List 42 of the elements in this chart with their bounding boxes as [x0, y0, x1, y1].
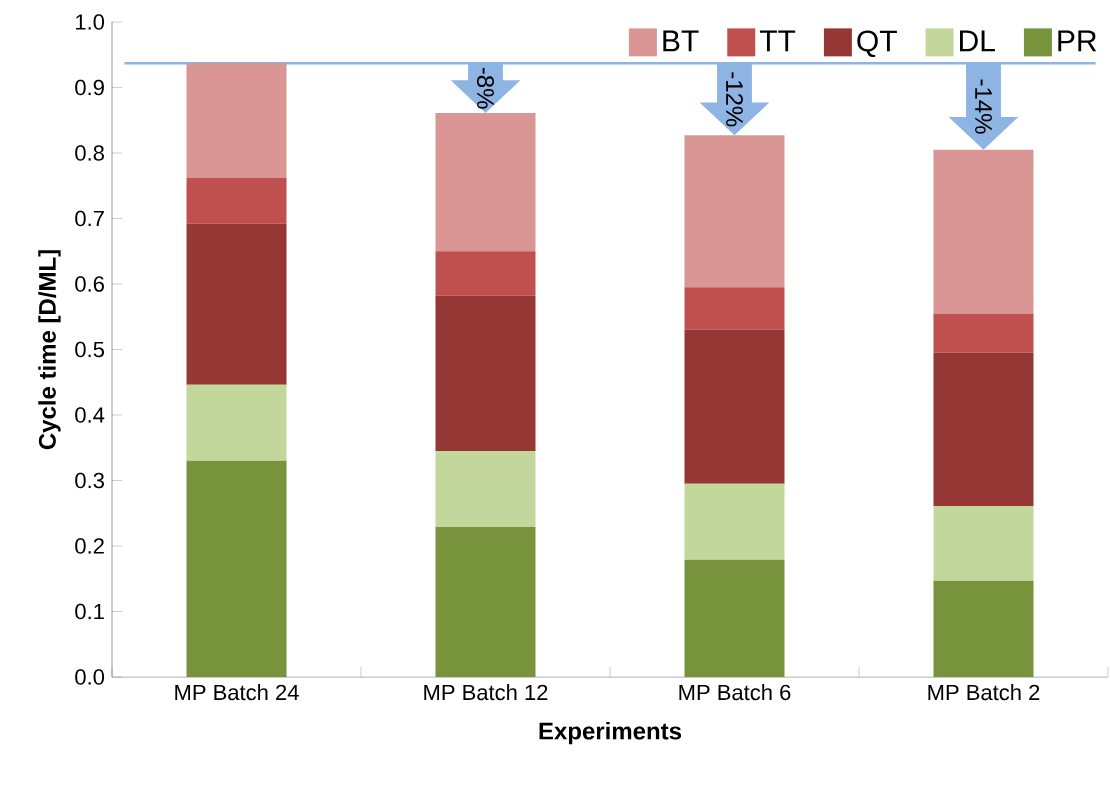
bar: [435, 527, 536, 677]
y-tick-label: 0.9: [75, 79, 104, 96]
bar: [684, 483, 785, 560]
legend-label: TT: [759, 30, 796, 52]
y-tick-label: 0.6: [75, 276, 104, 292]
y-tick-label: 0.0: [75, 669, 105, 685]
bar: [435, 295, 536, 452]
x-axis-title: Experiments: [539, 721, 682, 745]
y-tick-label: 0.8: [75, 145, 104, 161]
bar: [684, 559, 785, 677]
bar: [435, 251, 536, 296]
y-axis-title: Cycle time [D/ML]: [38, 250, 61, 450]
bar: [186, 63, 287, 178]
bar: [186, 223, 287, 385]
annotation: -12%: [726, 72, 743, 127]
bar: [684, 329, 785, 484]
bar: [933, 352, 1034, 507]
bar: [186, 177, 287, 224]
x-tick-label: MP Batch 2: [928, 684, 1040, 701]
bar: [186, 460, 287, 677]
y-tick-label: 0.4: [75, 407, 105, 423]
x-tick-label: MP Batch 6: [679, 684, 791, 701]
bar: [933, 314, 1034, 353]
y-tick-label: 0.3: [75, 472, 104, 489]
y-tick-label: 1.0: [76, 14, 105, 30]
legend-label: PR: [1058, 30, 1097, 52]
bar: [435, 451, 536, 527]
bar: [186, 384, 287, 461]
legend-label: DL: [960, 30, 995, 52]
x-tick-label: MP Batch 12: [424, 684, 548, 701]
y-tick-label: 0.1: [75, 603, 104, 620]
x-tick-label: MP Batch 24: [175, 684, 299, 701]
annotation: -14%: [975, 79, 992, 134]
annotation: -8%: [477, 67, 494, 109]
legend-label: BT: [663, 30, 699, 52]
y-tick-label: 0.2: [75, 538, 104, 554]
bar: [933, 506, 1034, 581]
y-tick-label: 0.5: [75, 341, 104, 358]
bar: [684, 287, 785, 330]
legend-label: QT: [857, 30, 897, 58]
bar: [933, 580, 1034, 677]
y-tick-label: 0.7: [75, 210, 104, 227]
